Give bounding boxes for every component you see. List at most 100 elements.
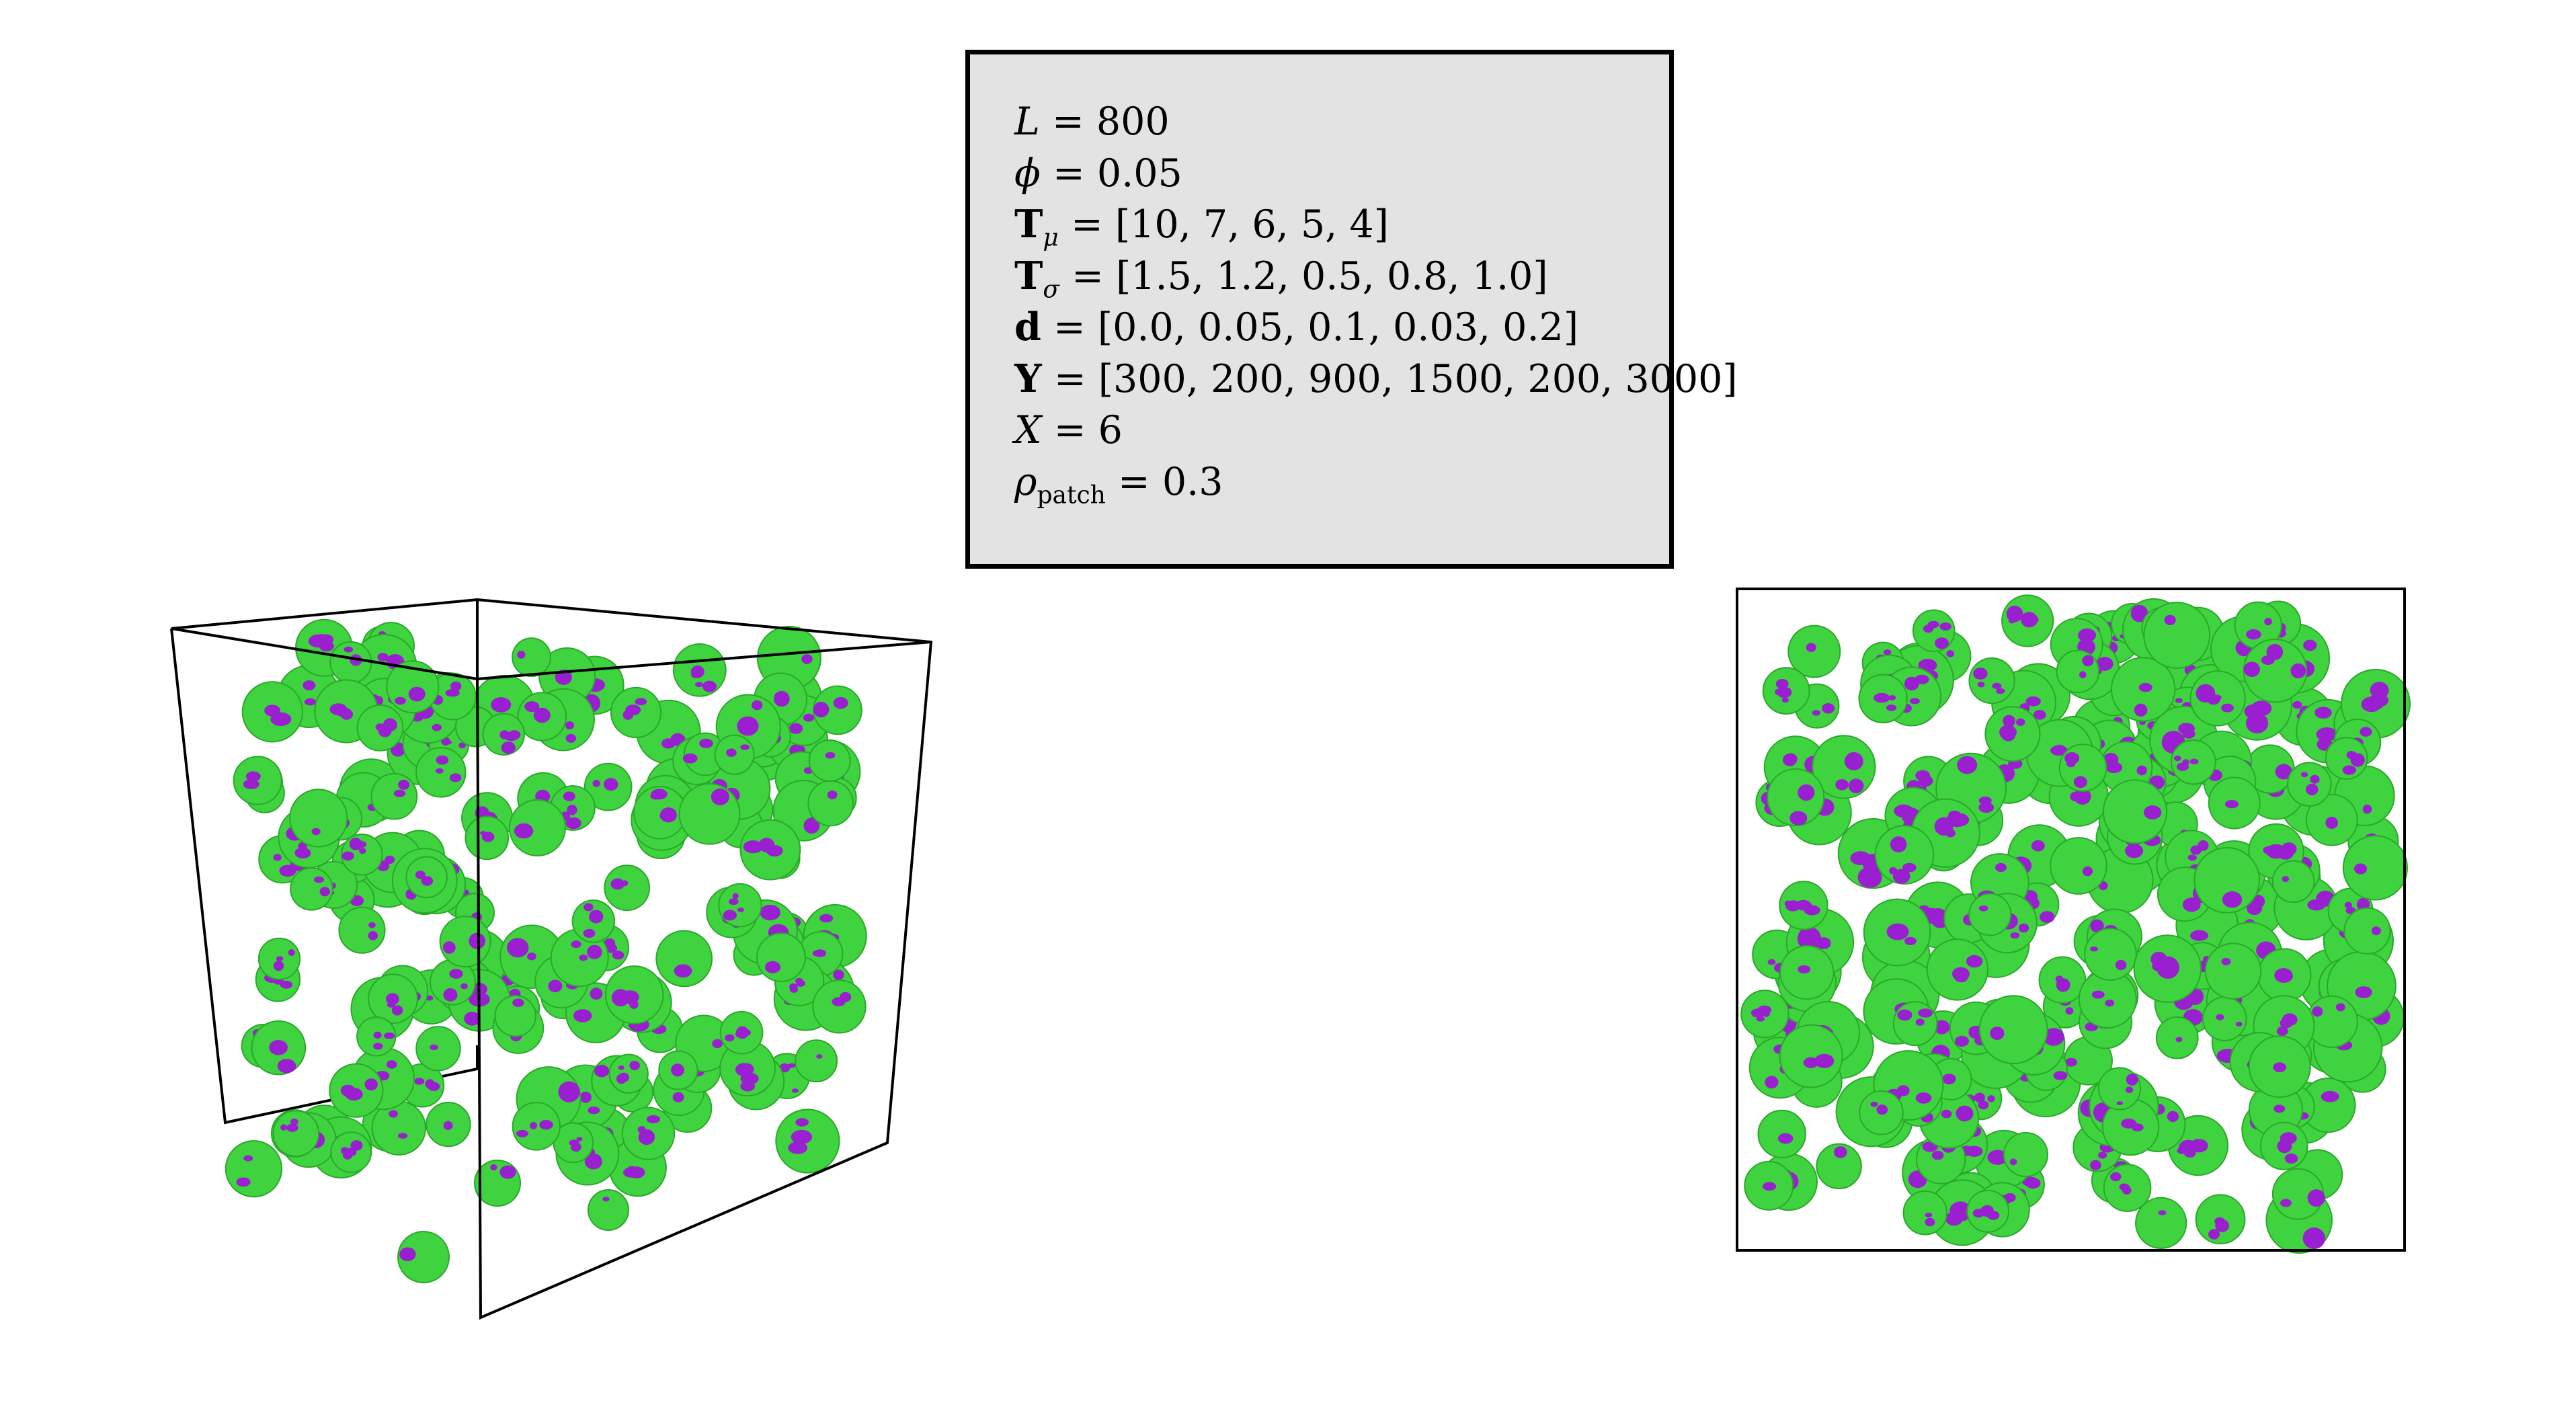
patch [2208,1229,2220,1240]
patch [758,838,775,852]
patchy-particle [655,930,713,988]
patchy-particle [807,780,854,827]
patchy-particle [397,1231,450,1283]
patch [384,1032,395,1039]
patch [1874,692,1890,703]
patch [671,1063,684,1077]
patch [760,904,780,921]
patch [319,634,334,645]
patch [655,1026,664,1033]
patchy-particle [415,1026,461,1072]
patch [319,887,330,897]
patch [2360,727,2372,737]
patch [2370,682,2389,699]
patch [1757,1005,1772,1014]
patch [711,788,729,805]
patch [813,702,830,718]
patchy-particle [1757,1109,1806,1159]
param-y: Y = [300, 200, 900, 1500, 200, 3000] [1014,356,1738,401]
patch [752,700,763,711]
patch [2342,765,2356,775]
patch [1902,862,1917,873]
patch [345,1088,363,1101]
patch [737,716,759,736]
patch [594,1064,610,1078]
patch [1990,1026,2005,1040]
patchy-particle [658,1050,698,1090]
patchy-particle [2171,739,2216,785]
patch [391,1005,403,1016]
patch [579,1091,592,1103]
patch [1890,836,1907,853]
patch [314,876,324,883]
patch [421,876,434,886]
patchy-particle [1762,667,1810,715]
patch [1781,697,1789,703]
patchy-particle [2143,602,2211,669]
patch [375,723,385,731]
patch [2004,1193,2016,1203]
patch [1978,1100,1989,1110]
patch [385,855,395,864]
patch [742,1029,751,1036]
patch [264,704,280,717]
patch [565,733,576,743]
patchy-particle [2342,835,2409,901]
patch [345,1148,357,1157]
patch [712,1039,723,1048]
patch [1870,1101,1878,1107]
patch [398,779,410,790]
patch [2221,958,2231,965]
patch [2371,926,2381,936]
patchy-particle [289,789,348,848]
patch [269,1040,288,1055]
patchy-particle [608,1053,649,1094]
patch [364,1078,378,1091]
patch [2246,713,2269,734]
patch [571,940,581,949]
patch [2082,655,2094,667]
patch [825,752,836,759]
patch [682,753,698,764]
patchy-particle [341,834,383,876]
patch [1957,756,1978,774]
patch [443,988,458,1002]
particles-3d [225,618,867,1283]
patch [2125,1086,2134,1094]
patch [358,848,366,854]
patch [1876,1104,1888,1115]
patch [1765,1076,1779,1089]
patch [2018,923,2029,933]
patchy-particle [329,1063,384,1118]
patch [588,1106,600,1115]
patch [311,828,321,836]
patch [491,697,512,713]
patch [2346,751,2356,760]
patch [432,723,442,731]
patch [2263,846,2276,854]
patch [606,943,617,953]
patch [530,1122,537,1129]
patch [1767,959,1776,965]
patch [1918,1008,1933,1018]
patch [774,690,790,707]
patch [280,1124,288,1131]
patch [1931,1150,1944,1160]
patchy-particle [1779,1024,1843,1088]
patchy-particle [714,734,755,775]
patch [442,941,456,954]
patch [1896,1085,1910,1096]
patchy-particle [241,681,303,743]
patch [377,653,389,661]
patch [1978,905,1988,912]
patchy-particle [1744,1160,1794,1211]
patch [827,791,838,799]
patch [2098,1152,2107,1159]
patch [1775,679,1789,689]
patchy-particle [1859,1090,1904,1135]
patch [373,1031,382,1039]
patch [1945,1211,1963,1226]
patch [277,1059,296,1074]
patch [279,864,296,877]
patch [2039,911,2055,923]
